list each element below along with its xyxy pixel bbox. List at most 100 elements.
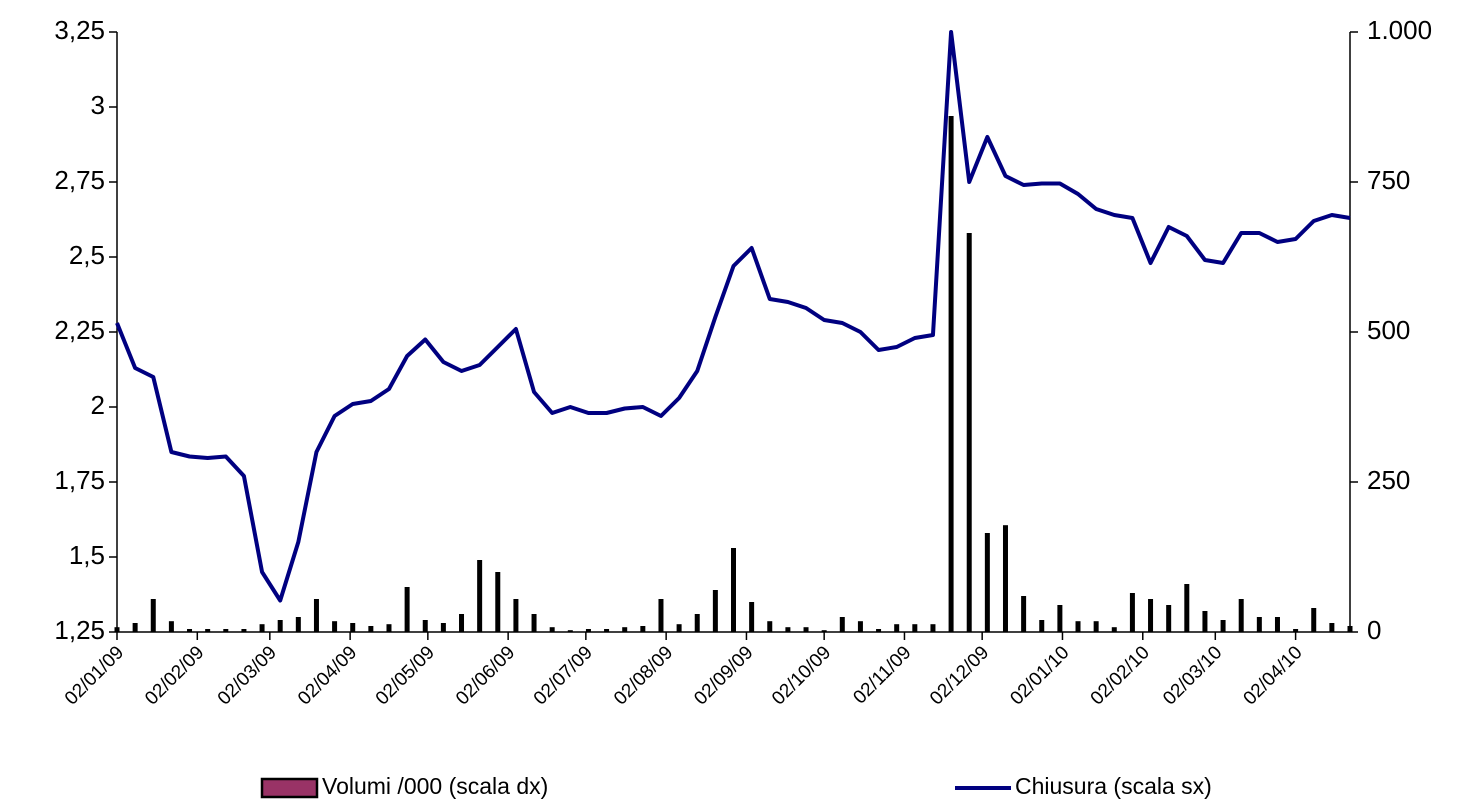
y-tick-label: 2 [91, 390, 105, 420]
y-tick-label: 1,75 [54, 465, 105, 495]
volume-bar [966, 233, 972, 632]
legend-label: Volumi /000 (scala dx) [322, 773, 548, 799]
volume-bar [1293, 629, 1299, 632]
x-tick-label: 02/01/09 [61, 642, 128, 709]
volume-bar [386, 624, 392, 632]
x-tick-label: 02/12/09 [926, 642, 993, 709]
volume-bar [1166, 605, 1172, 632]
volume-bar [876, 629, 882, 632]
volume-bar [767, 621, 773, 632]
y-tick-label: 2,25 [54, 315, 105, 345]
volume-bar [495, 572, 501, 632]
volume-bar [150, 599, 156, 632]
volume-bar [731, 548, 736, 632]
volume-bar [1021, 596, 1027, 632]
y-tick-label: 3,25 [54, 15, 105, 45]
x-tick-label: 02/03/10 [1159, 642, 1226, 709]
x-tick-label: 02/03/09 [214, 642, 281, 709]
volume-bar [785, 627, 791, 632]
x-tick-label: 02/04/09 [294, 642, 361, 709]
volume-bar [622, 627, 628, 632]
volume-bar [368, 626, 374, 632]
volume-bar [477, 560, 483, 632]
volume-bar [894, 624, 900, 632]
volume-bar [205, 629, 211, 632]
volume-bar [1238, 599, 1244, 632]
volume-bar [404, 587, 410, 632]
volume-bar [676, 624, 682, 632]
volume-bar [531, 614, 537, 632]
x-tick-label: 02/01/10 [1006, 642, 1073, 709]
volume-bar [984, 533, 990, 632]
close-line [115, 30, 1351, 603]
volume-bar [277, 620, 283, 632]
x-tick-label: 02/06/09 [452, 642, 519, 709]
volume-bar [1148, 599, 1154, 632]
x-tick-label: 02/02/09 [141, 642, 208, 709]
x-tick-label: 02/07/09 [530, 642, 597, 709]
volume-bar [332, 621, 338, 632]
legend-label: Chiusura (scala sx) [1015, 773, 1212, 799]
volume-bar [1274, 617, 1280, 632]
volume-bar [168, 621, 174, 632]
volume-bar [459, 614, 465, 632]
y-tick-label: 1,5 [69, 540, 105, 570]
volume-bar [513, 599, 519, 632]
volume-bar [132, 623, 138, 632]
legend-swatch [260, 777, 319, 799]
x-tick-label: 02/10/09 [768, 642, 835, 709]
volume-bar [1129, 593, 1135, 632]
volume-bar [241, 629, 247, 632]
volume-bar [1329, 623, 1335, 632]
volume-bar [948, 116, 954, 632]
volume-bar [350, 623, 356, 632]
volume-bar [1256, 617, 1262, 632]
volume-bar [930, 624, 936, 632]
volume-bar [187, 629, 193, 632]
volume-bar [1184, 584, 1190, 632]
volume-bar [1220, 620, 1226, 632]
x-tick-label: 02/08/09 [610, 642, 677, 709]
volume-bar [821, 630, 827, 632]
y-tick-label: 2,5 [69, 240, 105, 270]
volume-bar [259, 624, 265, 632]
volume-bar [1093, 621, 1099, 632]
volume-bar [1202, 611, 1208, 632]
y2-tick-label: 1.000 [1367, 15, 1432, 45]
volume-bar [1311, 608, 1317, 632]
volume-bar [440, 623, 446, 632]
x-tick-label: 02/11/09 [849, 642, 915, 708]
x-tick-label: 02/02/10 [1087, 642, 1154, 709]
y-tick-label: 3 [91, 90, 105, 120]
y-tick-label: 2,75 [54, 165, 105, 195]
volume-bar [749, 602, 755, 632]
volume-bar [1057, 605, 1063, 632]
volume-bar [313, 599, 319, 632]
volume-bar [567, 630, 573, 632]
volume-bar [1075, 621, 1081, 632]
x-tick-label: 02/09/09 [690, 642, 757, 709]
x-tick-label: 02/04/10 [1240, 642, 1307, 709]
y2-tick-label: 0 [1367, 615, 1381, 645]
volume-bar [1347, 626, 1353, 632]
volume-bar [1002, 525, 1008, 632]
volume-bar [640, 626, 646, 632]
y-tick-label: 1,25 [54, 615, 105, 645]
y2-tick-label: 250 [1367, 465, 1410, 495]
volume-bar [712, 590, 718, 632]
volume-bar [295, 617, 301, 632]
volume-bar [1111, 627, 1117, 632]
volume-bar [839, 617, 845, 632]
volume-bar [549, 627, 555, 632]
volume-bar [585, 629, 591, 632]
volume-bar [114, 627, 120, 632]
x-tick-label: 02/05/09 [372, 642, 439, 709]
volume-bar [658, 599, 664, 632]
volume-bar [223, 629, 229, 632]
volume-bar [912, 624, 918, 632]
volume-bar [694, 614, 700, 632]
volume-bar [803, 627, 809, 632]
volume-bar [604, 629, 610, 632]
volume-bar [857, 621, 863, 632]
y2-tick-label: 500 [1367, 315, 1410, 345]
